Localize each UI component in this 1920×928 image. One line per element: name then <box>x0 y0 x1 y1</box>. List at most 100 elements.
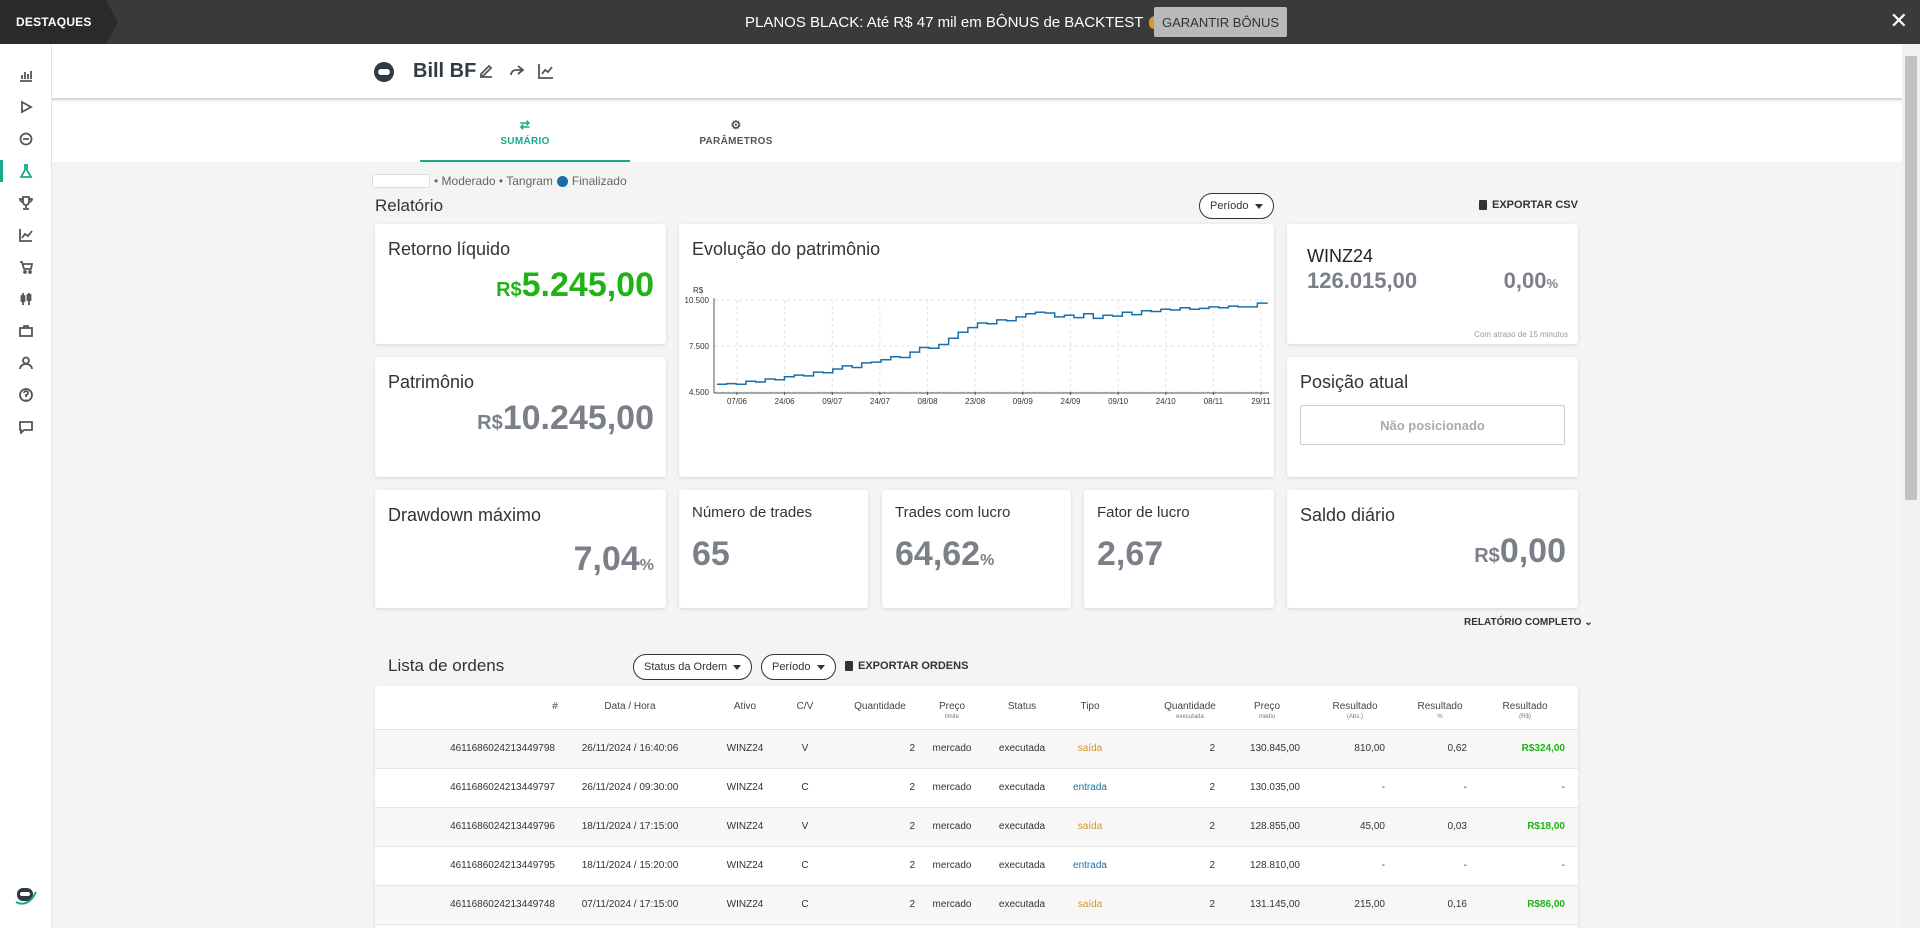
play-icon[interactable] <box>16 97 36 117</box>
order-asset: WINZ24 <box>726 743 764 754</box>
candles-icon[interactable] <box>16 289 36 309</box>
order-side: C <box>801 899 809 910</box>
export-orders-button[interactable]: EXPORTAR ORDENS <box>845 660 968 672</box>
trade-count-label: Número de trades <box>692 504 813 521</box>
claim-bonus-button[interactable]: GARANTIR BÔNUS <box>1154 7 1288 37</box>
highlights-tag[interactable]: DESTAQUES <box>0 0 118 44</box>
order-price-limit: mercado <box>932 899 972 910</box>
col-header[interactable]: C/V <box>796 701 814 712</box>
col-header[interactable]: Ativo <box>733 701 757 712</box>
x-tick-label: 24/10 <box>1156 397 1177 406</box>
order-result-brl: R$324,00 <box>1521 743 1565 754</box>
order-id: 4611686024213449748 <box>450 899 555 910</box>
bot-header: Bill BF <box>52 44 1902 100</box>
current-position-card: Posição atual Não posicionado <box>1287 357 1578 477</box>
order-asset: WINZ24 <box>726 860 764 871</box>
col-header[interactable]: Data / Hora <box>604 701 656 712</box>
flask-icon[interactable] <box>16 161 36 181</box>
order-avg-price: 128.855,00 <box>1249 821 1300 832</box>
order-status-dropdown[interactable]: Status da Ordem <box>633 654 753 680</box>
orders-period-label: Período <box>772 661 811 673</box>
order-asset: WINZ24 <box>726 899 764 910</box>
table-row[interactable]: 4611686024213449748 07/11/2024 / 17:15:0… <box>375 886 1578 925</box>
briefcase-icon[interactable] <box>16 321 36 341</box>
profit-factor-number: 2,67 <box>1097 535 1164 573</box>
col-header[interactable]: Preço médio <box>1253 701 1281 720</box>
y-tick-label: 4.500 <box>689 388 710 397</box>
line-chart-icon[interactable] <box>16 225 36 245</box>
order-id: 4611686024213449796 <box>450 821 555 832</box>
order-side: C <box>801 782 809 793</box>
table-row[interactable]: 4611686024213449795 18/11/2024 / 15:20:0… <box>375 847 1578 886</box>
performance-icon[interactable] <box>537 62 555 80</box>
order-type: saída <box>1077 743 1103 754</box>
max-drawdown-unit: % <box>639 557 654 574</box>
net-return-number: 5.245,00 <box>521 266 654 304</box>
scrollbar-thumb[interactable] <box>1905 56 1917 500</box>
report-period-dropdown[interactable]: Período <box>1199 193 1274 219</box>
user-icon[interactable] <box>16 353 36 373</box>
chart-title: Evolução do patrimônio <box>692 239 881 259</box>
order-avg-price: 130.845,00 <box>1249 743 1300 754</box>
bot-meta: • Moderado • Tangram Finalizado <box>372 174 627 188</box>
col-header[interactable]: Resultado% <box>1417 701 1463 720</box>
trophy-icon[interactable] <box>16 193 36 213</box>
net-return-value: R$5.245,00 <box>496 266 654 305</box>
profitable-trades-card: Trades com lucro 64,62% <box>882 490 1071 608</box>
x-tick-label: 24/09 <box>1060 397 1081 406</box>
col-header[interactable]: Status <box>1007 701 1037 712</box>
chat-icon[interactable] <box>16 417 36 437</box>
table-row[interactable]: 4611686024213449798 26/11/2024 / 16:40:0… <box>375 730 1578 769</box>
order-datetime: 18/11/2024 / 15:20:00 <box>581 860 679 871</box>
order-result-abs: 810,00 <box>1354 743 1385 754</box>
help-icon[interactable] <box>16 385 36 405</box>
profit-factor-value: 2,67 <box>1097 535 1163 574</box>
order-result-pct: 0,62 <box>1447 743 1467 754</box>
close-icon[interactable]: ✕ <box>1889 8 1908 33</box>
order-result-pct: 0,16 <box>1447 899 1467 910</box>
equity-chart[interactable]: R$ 4.500 7.500 10.500 07/06 24/06 09/07 24/07… <box>679 224 1274 477</box>
tab-parameters[interactable]: ⚙ PARÂMETROS <box>631 118 841 147</box>
trade-count-number: 65 <box>692 535 730 573</box>
equity-number: 10.245,00 <box>502 399 654 437</box>
col-header[interactable]: Quantidade <box>854 701 906 712</box>
cart-icon[interactable] <box>16 257 36 277</box>
col-header[interactable]: Tipo <box>1080 701 1100 712</box>
equity-evolution-card: Evolução do patrimônio R$ 4.500 7.500 10.5… <box>679 224 1274 477</box>
order-qty: 2 <box>909 899 915 910</box>
trade-count-card: Número de trades 65 <box>679 490 868 608</box>
x-tick-label: 29/11 <box>1251 397 1271 406</box>
profitable-trades-unit: % <box>980 552 995 569</box>
active-indicator <box>0 160 3 182</box>
table-row[interactable]: 4611686024213449797 26/11/2024 / 09:30:0… <box>375 769 1578 808</box>
daily-balance-card: Saldo diário R$0,00 <box>1287 490 1578 608</box>
table-row[interactable]: 4611686024213449796 18/11/2024 / 17:15:0… <box>375 808 1578 847</box>
export-orders-label: EXPORTAR ORDENS <box>858 660 969 672</box>
col-header[interactable]: Preço limite <box>938 701 966 720</box>
bar-chart-icon[interactable] <box>16 65 36 85</box>
bot-logo-icon[interactable] <box>13 884 39 906</box>
col-header[interactable]: Resultado (R$) <box>1502 701 1548 720</box>
orders-period-dropdown[interactable]: Período <box>761 654 836 680</box>
caret-down-icon <box>1254 203 1263 209</box>
daily-balance-number: 0,00 <box>1499 532 1566 570</box>
report-period-label: Período <box>1210 200 1249 212</box>
chevron-down-icon: ⌄ <box>1584 617 1593 628</box>
x-tick-label: 08/08 <box>918 397 939 406</box>
file-icon <box>1479 200 1487 210</box>
col-header[interactable]: # <box>552 701 558 712</box>
order-qty-exec: 2 <box>1209 821 1215 832</box>
profitable-trades-value: 64,62% <box>895 535 994 574</box>
bot-icon[interactable] <box>16 129 36 149</box>
equity-value: R$10.245,00 <box>477 399 654 438</box>
col-header[interactable]: Resultado (Abs.) <box>1332 701 1378 720</box>
tab-summary[interactable]: ⇄ SUMÁRIO <box>420 118 630 147</box>
equity-currency: R$ <box>477 412 503 434</box>
full-report-link[interactable]: RELATÓRIO COMPLETO ⌄ <box>1464 617 1593 628</box>
col-header[interactable]: Quantidade executada <box>1164 701 1216 720</box>
share-icon[interactable] <box>508 62 526 80</box>
order-result-brl: R$18,00 <box>1527 821 1565 832</box>
edit-icon[interactable] <box>477 62 495 80</box>
order-side: C <box>801 860 809 871</box>
export-csv-button[interactable]: EXPORTAR CSV <box>1479 199 1578 211</box>
